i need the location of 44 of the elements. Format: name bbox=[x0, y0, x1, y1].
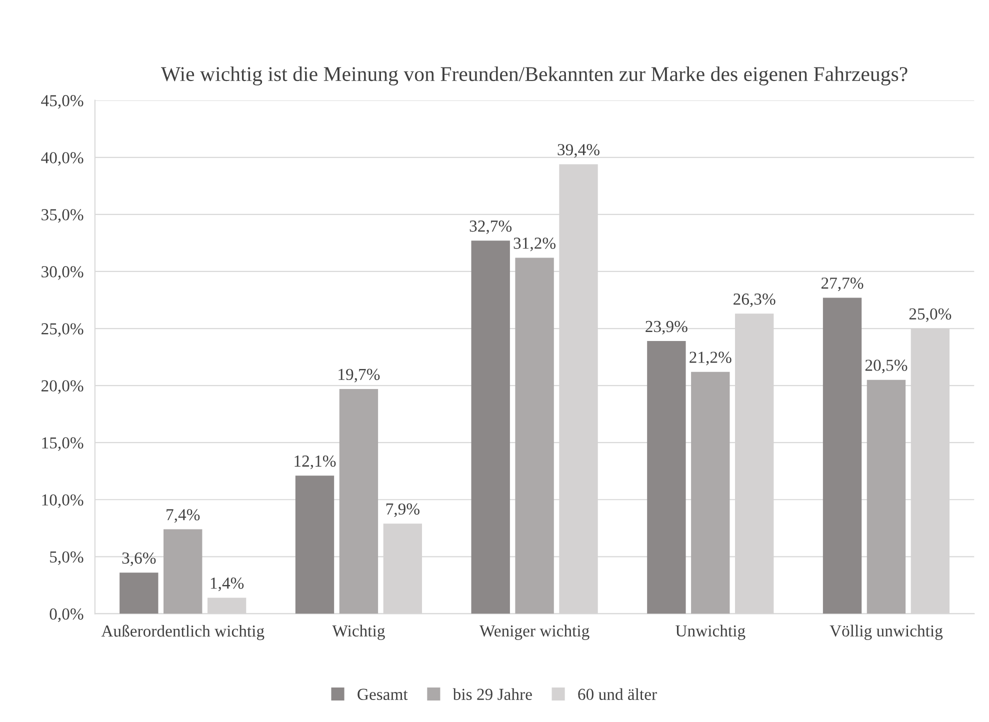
bar bbox=[120, 572, 158, 614]
bar bbox=[866, 380, 906, 614]
y-tick-label: 15,0% bbox=[42, 437, 84, 451]
data-label: 21,2% bbox=[690, 352, 732, 366]
data-label: 23,9% bbox=[646, 320, 688, 335]
x-tick-label: Völlig unwichtig bbox=[830, 624, 943, 640]
y-tick-label: 30,0% bbox=[42, 266, 84, 280]
x-tick-label: Weniger wichtig bbox=[479, 624, 590, 640]
bar bbox=[691, 372, 730, 614]
bar bbox=[647, 341, 686, 614]
bar bbox=[822, 298, 862, 614]
legend-label: 60 und älter bbox=[578, 688, 657, 700]
bar bbox=[339, 388, 378, 614]
y-tick-label: 40,0% bbox=[41, 152, 84, 166]
y-tick-label: 0,0% bbox=[50, 608, 84, 622]
data-label: 32,7% bbox=[470, 220, 512, 234]
x-tick-label: Wichtig bbox=[332, 624, 385, 640]
data-label: 19,7% bbox=[338, 368, 380, 382]
y-tick-label: 10,0% bbox=[42, 494, 84, 508]
data-label: 3,6% bbox=[122, 552, 156, 566]
data-label: 7,4% bbox=[166, 509, 200, 523]
data-label: 1,4% bbox=[210, 578, 244, 592]
y-tick-label: 45,0% bbox=[41, 95, 84, 109]
y-tick-label: 5,0% bbox=[50, 551, 84, 566]
legend-label: Gesamt bbox=[358, 688, 408, 700]
x-tick-label: Außerordentlich wichtig bbox=[101, 624, 264, 640]
data-label: 12,1% bbox=[294, 455, 336, 470]
data-label: 26,3% bbox=[734, 293, 776, 308]
bar bbox=[515, 258, 554, 614]
data-label: 27,7% bbox=[821, 278, 864, 292]
y-tick-label: 35,0% bbox=[42, 209, 84, 223]
legend-label: bis 29 Jahre bbox=[452, 688, 532, 700]
x-tick-label: Unwichtig bbox=[676, 624, 746, 640]
bar bbox=[164, 529, 202, 614]
data-label: 20,5% bbox=[865, 360, 908, 374]
y-tick-label: 25,0% bbox=[42, 323, 84, 337]
data-label: 25,0% bbox=[909, 308, 952, 322]
data-label: 31,2% bbox=[514, 238, 556, 252]
bar bbox=[295, 476, 334, 614]
bar bbox=[471, 240, 510, 614]
chart-title: Wie wichtig ist die Meinung von Freunden/Bekannten zur Marke des eigenen Fahrzeugs? bbox=[160, 66, 908, 86]
y-tick-label: 20,0% bbox=[42, 380, 84, 394]
data-label: 39,4% bbox=[558, 144, 600, 158]
data-label: 7,9% bbox=[386, 503, 420, 518]
